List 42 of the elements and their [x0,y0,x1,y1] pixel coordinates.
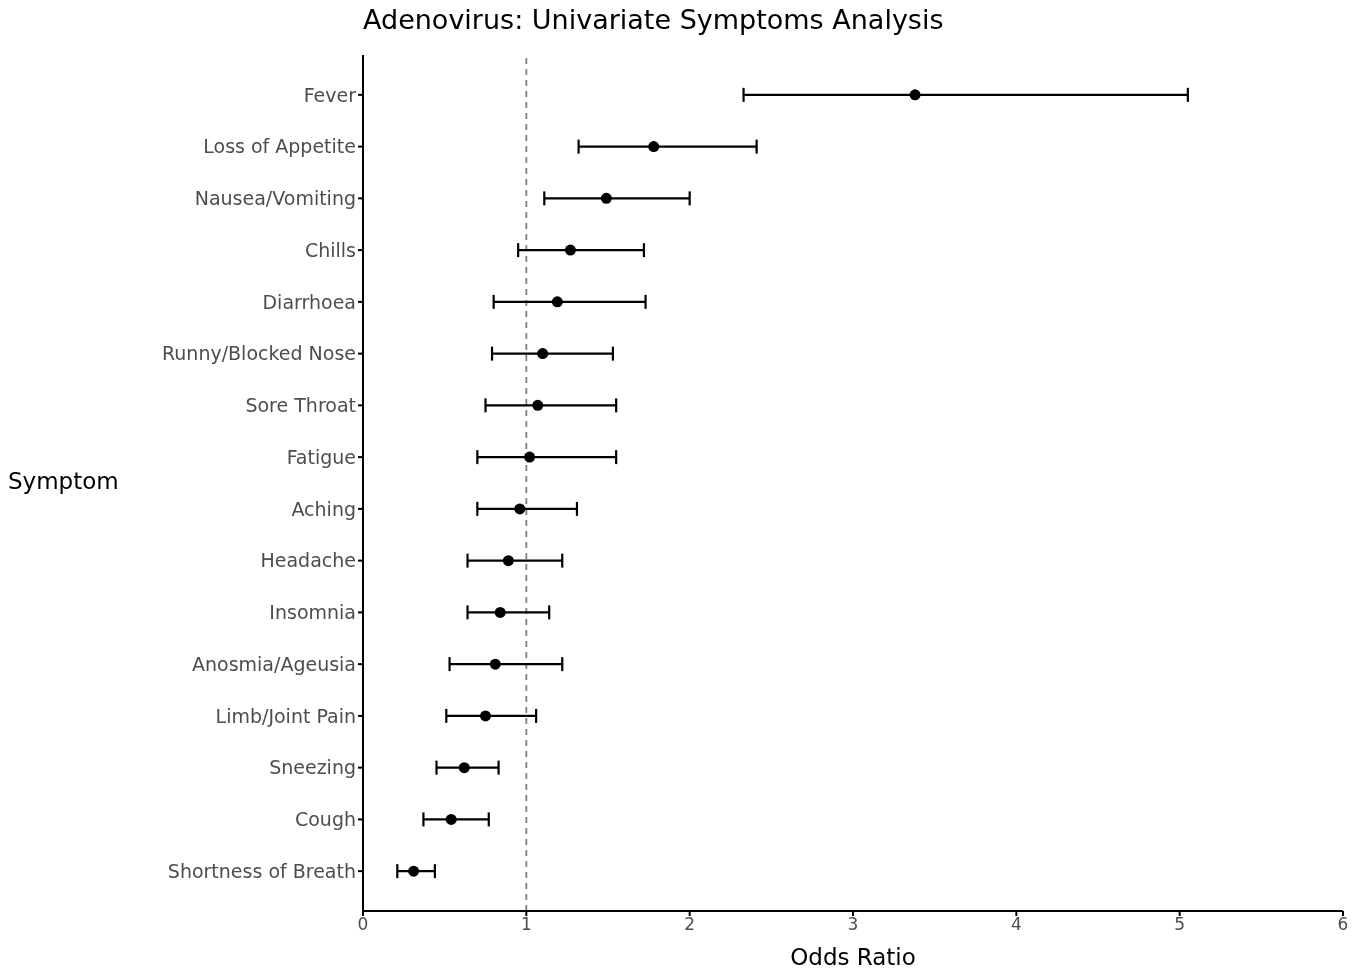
point [537,348,549,360]
point [494,606,506,618]
x-tick-label: 2 [684,914,696,935]
point [445,813,457,825]
y-tick-label: Limb/Joint Pain [215,704,356,727]
point [532,399,544,411]
x-tick-label: 3 [847,914,859,935]
point [600,192,612,204]
y-tick-label: Shortness of Breath [167,859,356,882]
point [564,244,576,256]
y-tick-label: Fever [303,83,357,106]
x-axis-title: Odds Ratio [790,944,916,970]
point [408,865,420,877]
y-axis-title: Symptom [8,468,119,494]
y-tick-label: Anosmia/Ageusia [191,652,356,675]
y-tick-label: Nausea/Vomiting [194,187,356,210]
y-tick-label: Sneezing [269,756,356,779]
point [524,451,536,463]
x-tick-label: 4 [1010,914,1022,935]
y-tick-label: Cough [294,808,356,831]
x-tick-label: 0 [357,914,369,935]
x-tick-label: 1 [520,914,532,935]
point [502,555,514,567]
point [551,296,563,308]
y-tick-label: Insomnia [269,601,356,624]
y-tick-label: Aching [291,497,356,520]
point [514,503,526,515]
y-tick-label: Loss of Appetite [203,135,356,158]
point [458,762,470,774]
point [480,710,491,722]
point [909,89,921,101]
point [648,141,660,153]
point [489,658,501,670]
y-tick-label: Diarrhoea [262,290,356,313]
x-tick-label: 6 [1337,914,1349,935]
x-tick-label: 5 [1174,914,1186,935]
y-tick-label: Fatigue [286,445,356,468]
y-tick-label: Chills [304,238,356,261]
y-tick-label: Sore Throat [245,394,356,417]
chart-title: Adenovirus: Univariate Symptoms Analysis [363,4,944,35]
y-tick-label: Headache [260,549,356,572]
y-tick-label: Runny/Blocked Nose [161,342,356,365]
